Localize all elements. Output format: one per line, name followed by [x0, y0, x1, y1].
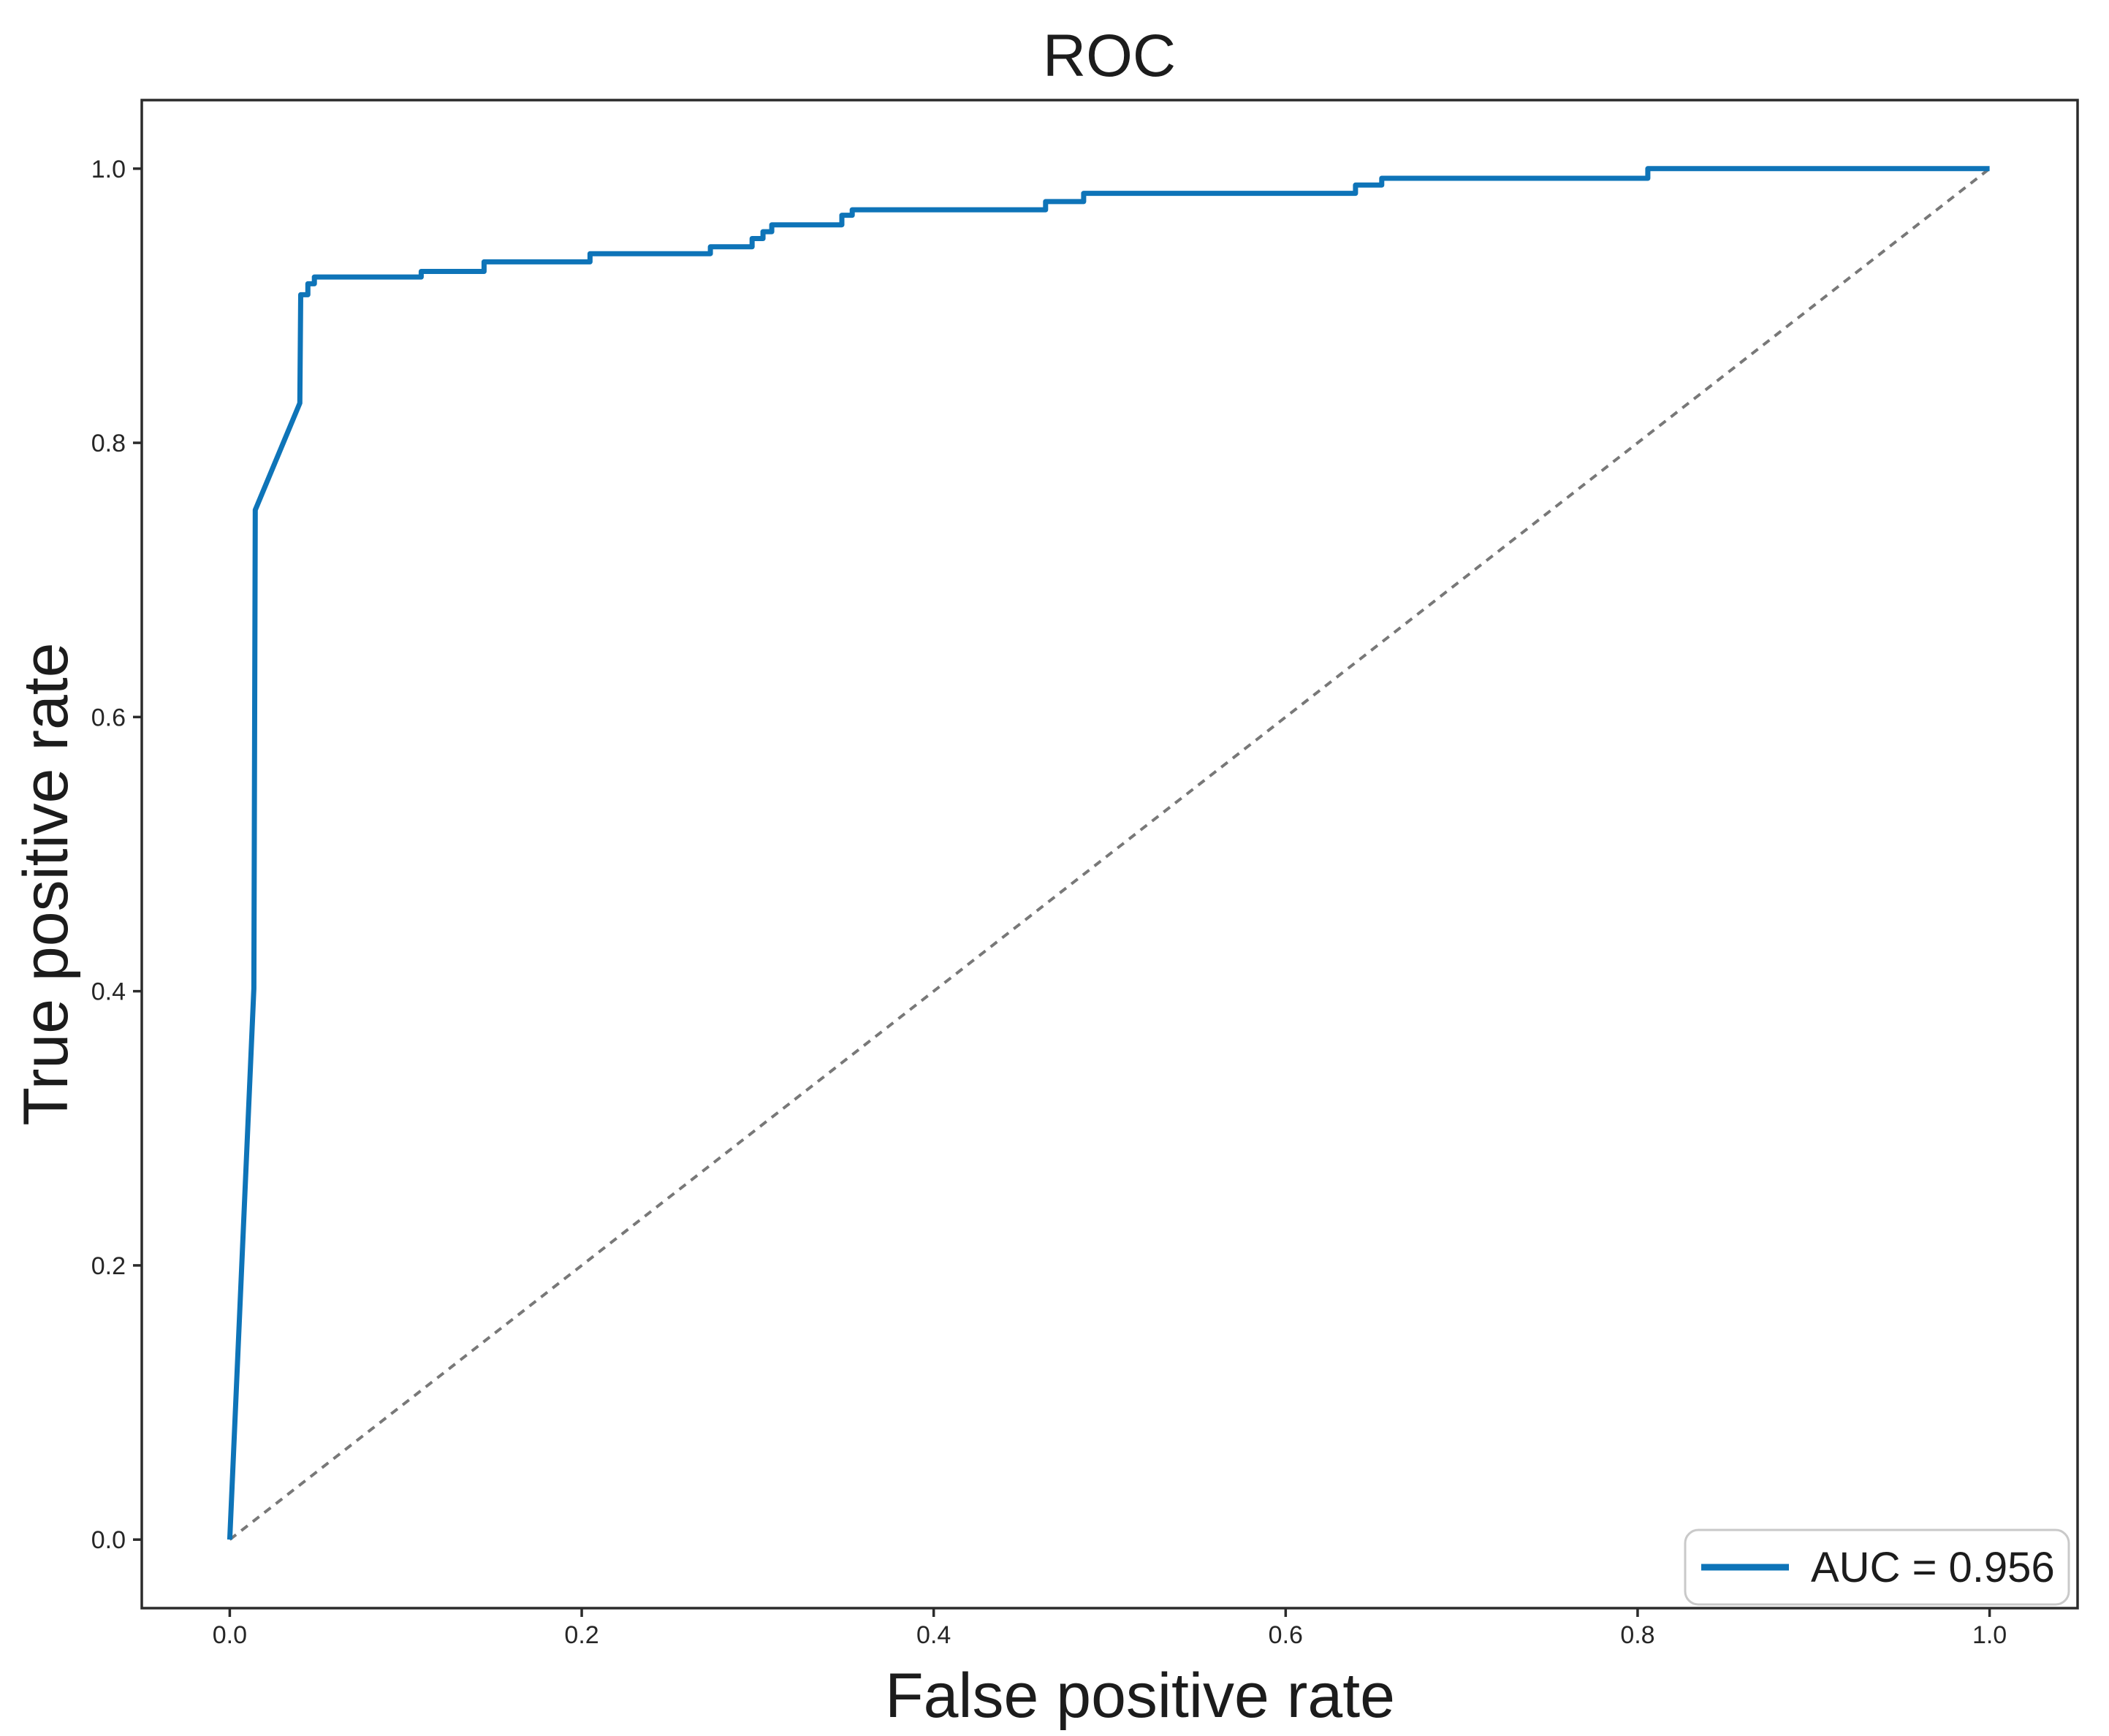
chart-title: ROC	[1043, 23, 1176, 89]
x-tick-label: 1.0	[1972, 1621, 2007, 1649]
y-tick-label: 0.4	[91, 978, 126, 1006]
y-tick-label: 0.0	[91, 1526, 126, 1554]
legend-label: AUC = 0.956	[1811, 1544, 2055, 1591]
x-tick-label: 0.4	[916, 1621, 951, 1649]
y-axis-ticks: 0.0 0.2 0.4 0.6 0.8 1.0	[91, 156, 142, 1554]
x-tick-label: 0.2	[564, 1621, 598, 1649]
y-axis-label: True positive rate	[11, 642, 81, 1125]
y-tick-label: 0.8	[91, 430, 126, 457]
legend: AUC = 0.956	[1684, 1528, 2070, 1606]
roc-curve-line	[227, 166, 1990, 1540]
x-tick-label: 0.0	[213, 1621, 247, 1649]
chance-diagonal-line	[229, 167, 1991, 1541]
x-tick-label: 0.6	[1269, 1621, 1303, 1649]
y-tick-label: 0.2	[91, 1252, 126, 1280]
y-tick-label: 0.6	[91, 704, 126, 731]
x-tick-label: 0.8	[1620, 1621, 1654, 1649]
x-axis-label: False positive rate	[885, 1661, 1395, 1731]
legend-box	[1684, 1528, 2070, 1606]
x-axis-ticks: 0.0 0.2 0.4 0.6 0.8 1.0	[213, 1608, 2007, 1649]
plot-border	[140, 99, 2079, 1610]
y-tick-label: 1.0	[91, 156, 126, 183]
